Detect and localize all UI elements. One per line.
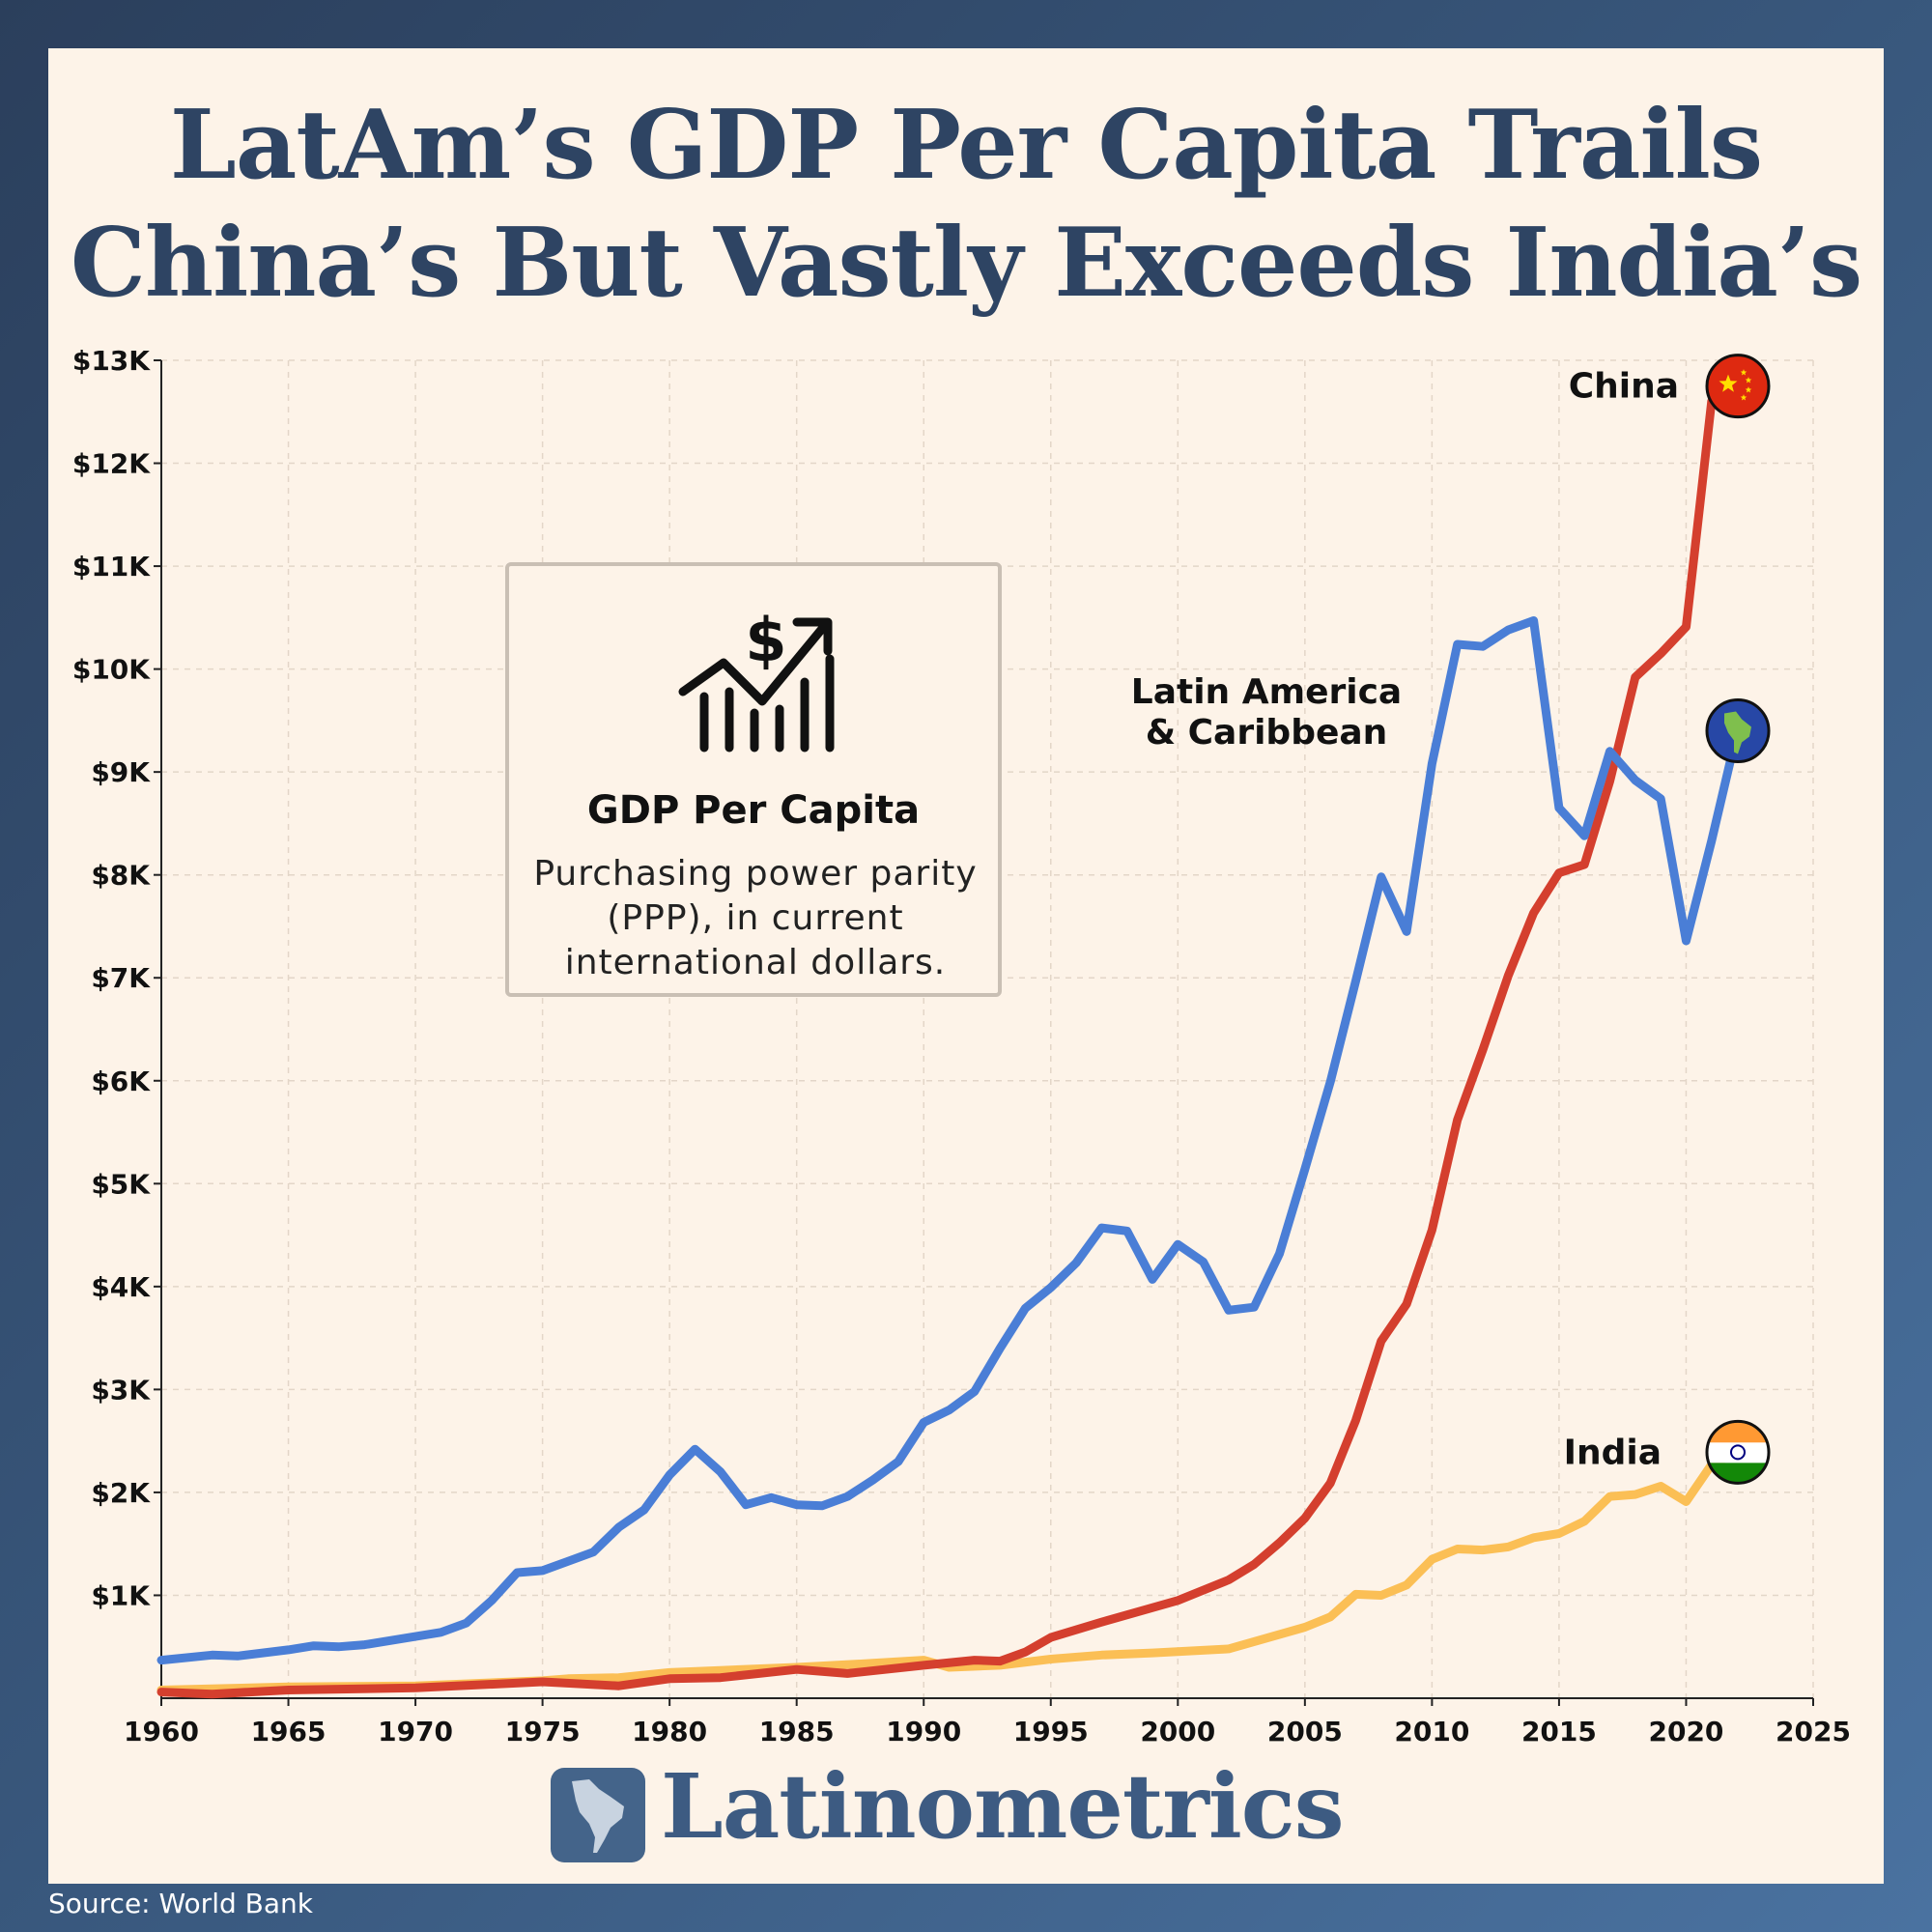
x-axis-ticks: 1960 1965 1970 1975 1980 1985 1990 1995 2000 2005… (124, 1698, 1851, 1747)
y-tick-label: $7K (91, 962, 151, 994)
series-line-india (156, 1447, 1742, 1694)
x-tick-label: 1990 (886, 1716, 961, 1747)
x-tick-label: 2025 (1776, 1716, 1851, 1747)
y-tick-label: $6K (91, 1065, 151, 1097)
series-lines (156, 382, 1742, 1699)
y-tick-label: $10K (72, 654, 151, 686)
page-title: LatAm’s GDP Per Capita Trails China’s Bu… (48, 87, 1884, 323)
globe-americas-icon (1705, 698, 1771, 764)
x-tick-label: 2020 (1648, 1716, 1723, 1747)
series-label-latam-line-1: Latin America (1131, 672, 1402, 712)
y-tick-label: $4K (91, 1271, 151, 1303)
info-heading: GDP Per Capita (586, 788, 921, 833)
x-tick-label: 1965 (251, 1716, 327, 1747)
y-tick-label: $8K (91, 860, 151, 892)
latin-america-map-icon (551, 1768, 645, 1862)
series-line-china (156, 382, 1742, 1699)
series-label-latam-line-2: & Caribbean (1146, 713, 1388, 753)
info-subtitle: Purchasing power parity (PPP), in curren… (533, 854, 978, 982)
title-line-1: LatAm’s GDP Per Capita Trails (169, 90, 1763, 201)
chart-panel: LatAm’s GDP Per Capita Trails China’s Bu… (48, 48, 1884, 1884)
info-box: $ GDP Per Capita Purchasing power parity… (505, 562, 1002, 997)
y-tick-label: $9K (91, 756, 151, 788)
series-labels: China Latin America& Caribbean India (1131, 354, 1771, 1485)
x-tick-label: 2005 (1267, 1716, 1343, 1747)
x-tick-label: 2000 (1140, 1716, 1215, 1747)
brand-name: Latinometrics (661, 1754, 1345, 1859)
money-growth-chart-icon: $ (678, 605, 835, 753)
title-line-2: China’s But Vastly Exceeds India’s (70, 208, 1862, 319)
x-tick-label: 1995 (1013, 1716, 1089, 1747)
x-tick-label: 1985 (759, 1716, 835, 1747)
y-tick-label: $3K (91, 1374, 151, 1406)
x-tick-label: 1960 (124, 1716, 199, 1747)
series-line-latin-america-caribbean (156, 616, 1742, 1665)
series-label-china: China (1569, 367, 1679, 407)
source-note: Source: World Bank (48, 1888, 313, 1919)
svg-text:$: $ (745, 605, 786, 675)
india-flag-icon (1705, 1419, 1771, 1485)
x-tick-label: 1980 (632, 1716, 707, 1747)
y-tick-label: $13K (72, 345, 151, 377)
x-tick-label: 2015 (1521, 1716, 1597, 1747)
chart-axes (160, 360, 1813, 1699)
x-tick-label: 1975 (505, 1716, 581, 1747)
y-tick-label: $2K (91, 1477, 151, 1509)
x-tick-label: 2010 (1394, 1716, 1469, 1747)
x-tick-label: 1970 (378, 1716, 453, 1747)
y-tick-label: $1K (91, 1579, 151, 1611)
y-axis-ticks: $1K $2K $3K $4K $5K $6K $7K $8K $9K $10K $11K $12K $… (72, 345, 161, 1611)
series-label-india: India (1564, 1433, 1662, 1472)
y-tick-label: $11K (72, 551, 151, 582)
chart-grid (161, 359, 1814, 1698)
china-flag-icon (1705, 354, 1771, 419)
y-tick-label: $12K (72, 448, 151, 480)
y-tick-label: $5K (91, 1168, 151, 1200)
